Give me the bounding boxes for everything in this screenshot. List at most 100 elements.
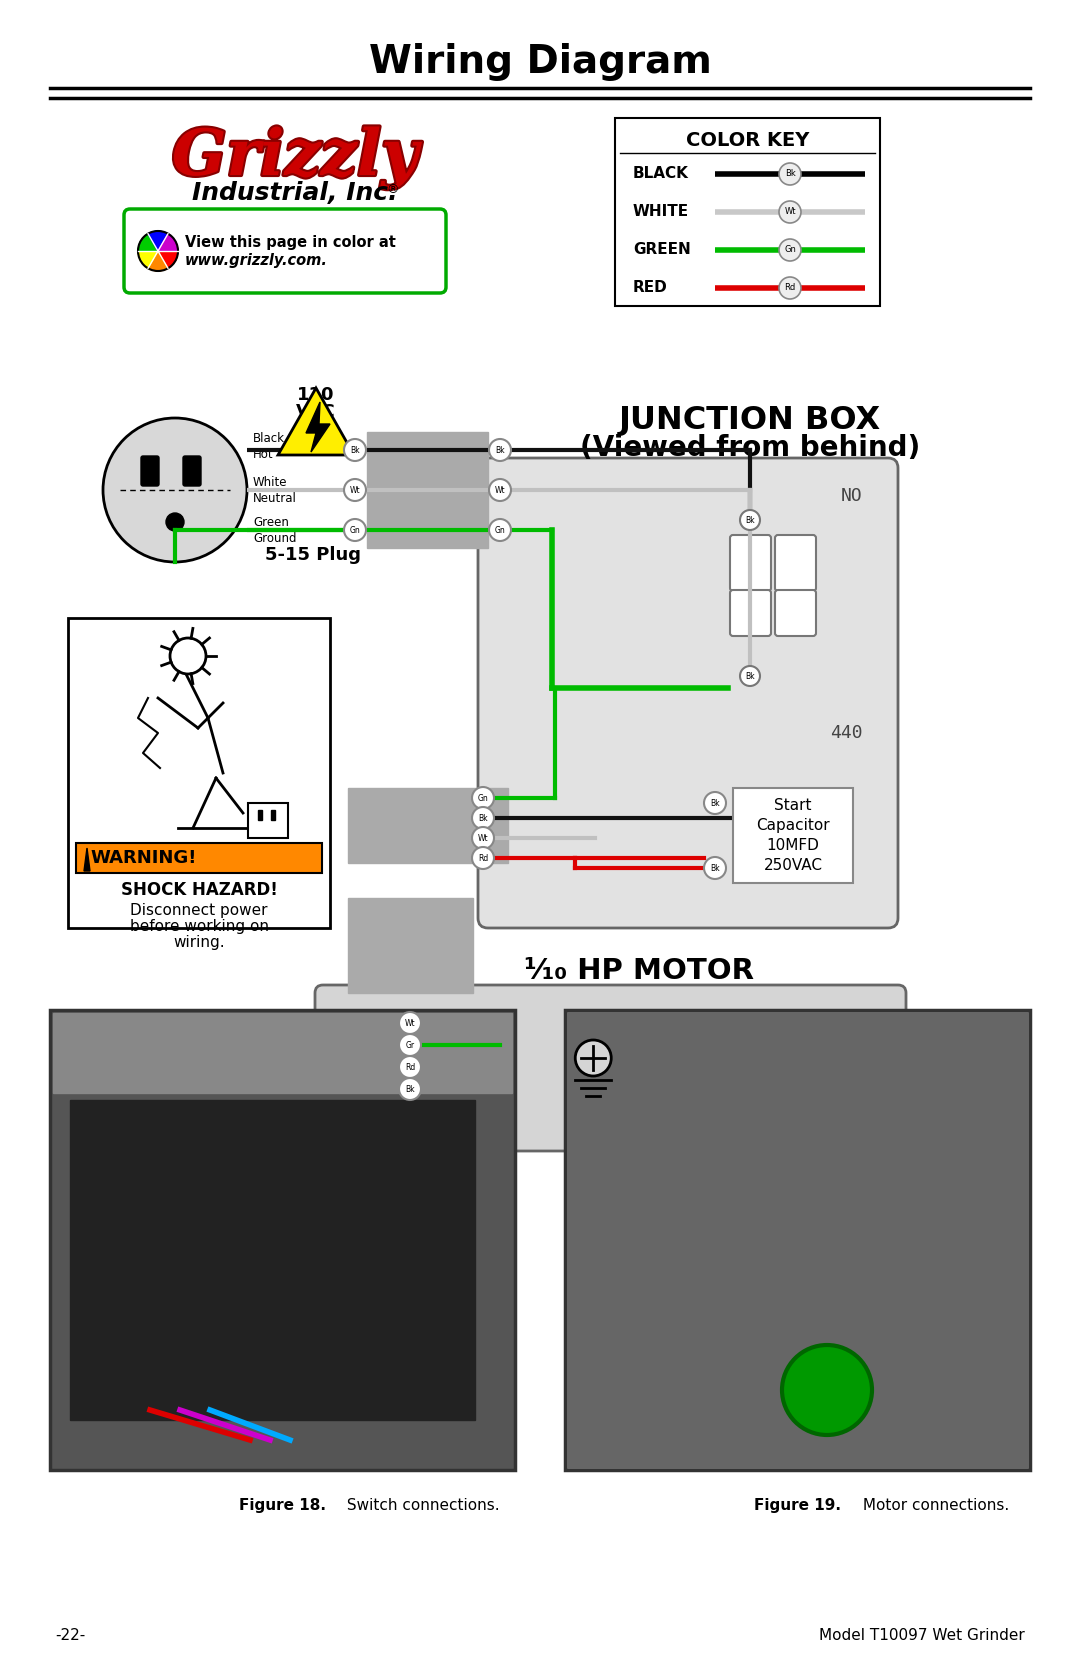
Circle shape — [489, 519, 511, 541]
Bar — [258, 809, 262, 819]
Text: Bk: Bk — [496, 446, 504, 454]
Bar — [367, 432, 488, 547]
Bar — [348, 898, 473, 993]
Text: Bk: Bk — [745, 516, 755, 524]
Circle shape — [472, 828, 494, 850]
Circle shape — [103, 417, 247, 562]
Text: Switch connections.: Switch connections. — [342, 1497, 500, 1512]
Polygon shape — [306, 402, 330, 452]
Text: Gr: Gr — [405, 1040, 415, 1050]
Circle shape — [399, 1011, 421, 1035]
Wedge shape — [148, 230, 168, 250]
Text: NO: NO — [841, 487, 863, 506]
Text: COLOR KEY: COLOR KEY — [686, 130, 809, 150]
Bar — [53, 1013, 512, 1093]
FancyBboxPatch shape — [141, 456, 159, 486]
Text: GREEN: GREEN — [633, 242, 691, 257]
Text: Wt: Wt — [477, 833, 488, 843]
Circle shape — [472, 846, 494, 870]
Circle shape — [345, 519, 366, 541]
Text: -22-: -22- — [55, 1627, 85, 1642]
Bar — [50, 1010, 515, 1470]
Text: Gn: Gn — [495, 526, 505, 534]
Text: Bk: Bk — [785, 170, 795, 179]
Circle shape — [392, 1100, 428, 1137]
Text: Ground: Ground — [253, 531, 297, 544]
Circle shape — [472, 808, 494, 829]
Text: ®: ® — [386, 184, 399, 197]
Polygon shape — [278, 387, 354, 456]
Text: Gn: Gn — [350, 526, 361, 534]
Text: SHOCK HAZARD!: SHOCK HAZARD! — [121, 881, 278, 900]
Bar — [565, 1010, 1030, 1470]
FancyBboxPatch shape — [775, 536, 816, 591]
Circle shape — [704, 793, 726, 814]
Bar — [271, 809, 275, 819]
Wedge shape — [148, 250, 168, 270]
Text: Disconnect power: Disconnect power — [131, 903, 268, 918]
Circle shape — [399, 1035, 421, 1056]
Bar — [568, 1013, 1027, 1467]
Text: Bk: Bk — [745, 671, 755, 681]
Text: Gn: Gn — [784, 245, 796, 254]
Text: Wt: Wt — [350, 486, 361, 494]
Wedge shape — [138, 250, 158, 269]
Text: wiring.: wiring. — [173, 935, 225, 950]
Circle shape — [345, 479, 366, 501]
Bar — [615, 118, 880, 305]
Circle shape — [170, 638, 206, 674]
Circle shape — [399, 1078, 421, 1100]
Text: Ground: Ground — [621, 1071, 673, 1085]
Text: Industrial, Inc.: Industrial, Inc. — [192, 180, 397, 205]
Circle shape — [779, 200, 801, 224]
Circle shape — [472, 788, 494, 809]
Text: JUNCTION BOX: JUNCTION BOX — [619, 404, 881, 436]
Circle shape — [489, 479, 511, 501]
Text: 440: 440 — [831, 724, 863, 743]
Circle shape — [399, 1056, 421, 1078]
Circle shape — [489, 439, 511, 461]
Text: Neutral: Neutral — [253, 491, 297, 504]
Text: ¹⁄₁₀ HP MOTOR: ¹⁄₁₀ HP MOTOR — [524, 956, 754, 985]
FancyBboxPatch shape — [478, 457, 897, 928]
Circle shape — [779, 277, 801, 299]
Text: Hot: Hot — [253, 447, 273, 461]
Text: Wt: Wt — [405, 1018, 416, 1028]
Text: Bk: Bk — [478, 813, 488, 823]
Text: Figure 19.: Figure 19. — [754, 1497, 841, 1512]
Text: View this page in color at: View this page in color at — [185, 235, 396, 249]
Text: (Viewed from behind): (Viewed from behind) — [580, 434, 920, 462]
Text: Rd: Rd — [784, 284, 796, 292]
Text: RED: RED — [633, 280, 667, 295]
Circle shape — [782, 1345, 872, 1435]
Polygon shape — [84, 848, 90, 871]
Text: Bk: Bk — [405, 1085, 415, 1093]
Circle shape — [166, 512, 184, 531]
Bar — [348, 788, 508, 863]
Circle shape — [779, 164, 801, 185]
Circle shape — [779, 239, 801, 260]
Bar — [76, 843, 322, 873]
Wedge shape — [138, 234, 158, 250]
Text: Wt: Wt — [784, 207, 796, 217]
Text: Bk: Bk — [350, 446, 360, 454]
FancyBboxPatch shape — [730, 591, 771, 636]
FancyBboxPatch shape — [730, 536, 771, 591]
Text: Start
Capacitor
10MFD
250VAC: Start Capacitor 10MFD 250VAC — [756, 798, 829, 873]
Circle shape — [740, 666, 760, 686]
Text: WARNING!: WARNING! — [90, 850, 197, 866]
Wedge shape — [158, 234, 178, 250]
Bar — [733, 788, 853, 883]
Text: Figure 18.: Figure 18. — [239, 1497, 326, 1512]
Bar — [68, 618, 330, 928]
Text: White: White — [253, 476, 287, 489]
Text: Bk: Bk — [711, 863, 719, 873]
Text: BLACK: BLACK — [633, 167, 689, 182]
Circle shape — [345, 439, 366, 461]
Text: Gn: Gn — [477, 793, 488, 803]
Circle shape — [740, 511, 760, 531]
Text: before working on: before working on — [130, 918, 269, 933]
Text: Rd: Rd — [477, 853, 488, 863]
Text: Wt: Wt — [495, 486, 505, 494]
FancyBboxPatch shape — [124, 209, 446, 294]
